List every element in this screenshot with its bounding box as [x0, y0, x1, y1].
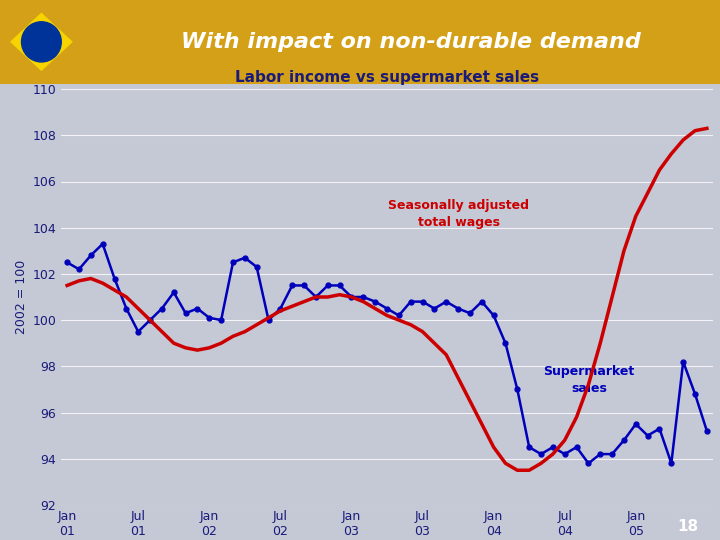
Circle shape: [22, 22, 61, 62]
Y-axis label: 2002 = 100: 2002 = 100: [15, 260, 28, 334]
Text: Seasonally adjusted
total wages: Seasonally adjusted total wages: [388, 199, 529, 229]
Title: Labor income vs supermarket sales: Labor income vs supermarket sales: [235, 70, 539, 85]
Text: With impact on non-durable demand: With impact on non-durable demand: [181, 32, 640, 52]
Text: Supermarket
sales: Supermarket sales: [544, 365, 634, 395]
Text: 18: 18: [678, 519, 698, 534]
Polygon shape: [10, 12, 73, 71]
